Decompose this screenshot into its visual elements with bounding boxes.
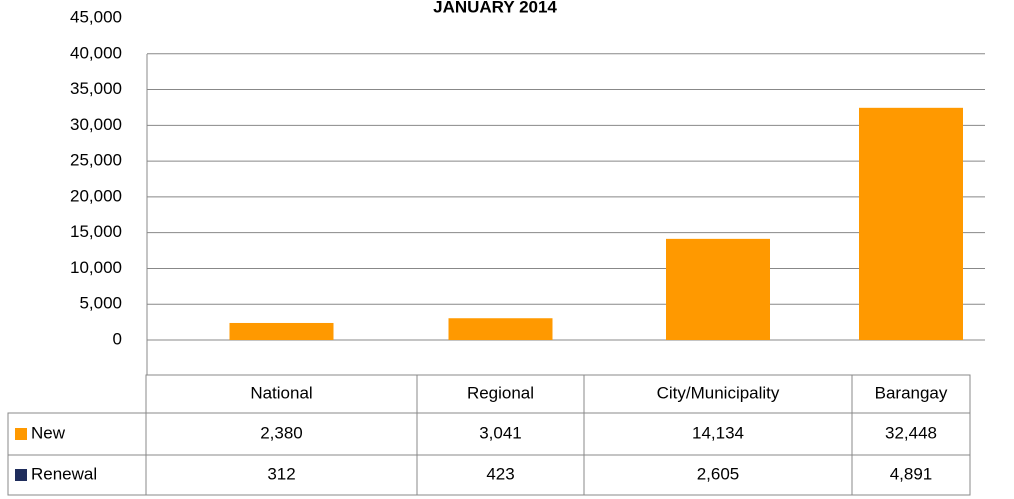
y-tick-label: 5,000 (79, 294, 122, 313)
legend-swatch (15, 428, 27, 440)
legend-label: Renewal (31, 464, 97, 483)
y-tick-label: 35,000 (70, 79, 122, 98)
value-label: 32,448 (885, 423, 937, 442)
value-label: 3,041 (479, 423, 522, 442)
value-label: 4,891 (890, 464, 933, 483)
y-tick-label: 25,000 (70, 151, 122, 170)
bar (448, 318, 553, 340)
value-label: 2,380 (260, 423, 303, 442)
value-label: 14,134 (692, 423, 744, 442)
category-label: Regional (467, 383, 534, 402)
value-label: 2,605 (697, 464, 740, 483)
y-tick-label: 45,000 (70, 7, 122, 26)
category-label: City/Municipality (657, 383, 780, 402)
category-label: Barangay (875, 383, 948, 402)
table-cell (7, 412, 147, 456)
category-label: National (250, 383, 312, 402)
y-tick-label: 30,000 (70, 115, 122, 134)
bar (859, 107, 963, 341)
y-tick-label: 20,000 (70, 186, 122, 205)
bar (666, 238, 770, 340)
bar (229, 322, 334, 340)
y-tick-label: 40,000 (70, 43, 122, 62)
value-label: 312 (267, 464, 295, 483)
y-tick-label: 0 (113, 329, 122, 348)
value-label: 423 (486, 464, 514, 483)
legend-swatch (15, 469, 27, 481)
y-tick-label: 10,000 (70, 258, 122, 277)
table-cell (851, 454, 971, 496)
y-tick-label: 15,000 (70, 222, 122, 241)
legend-label: New (31, 423, 66, 442)
chart-title: JANUARY 2014 (433, 0, 557, 16)
